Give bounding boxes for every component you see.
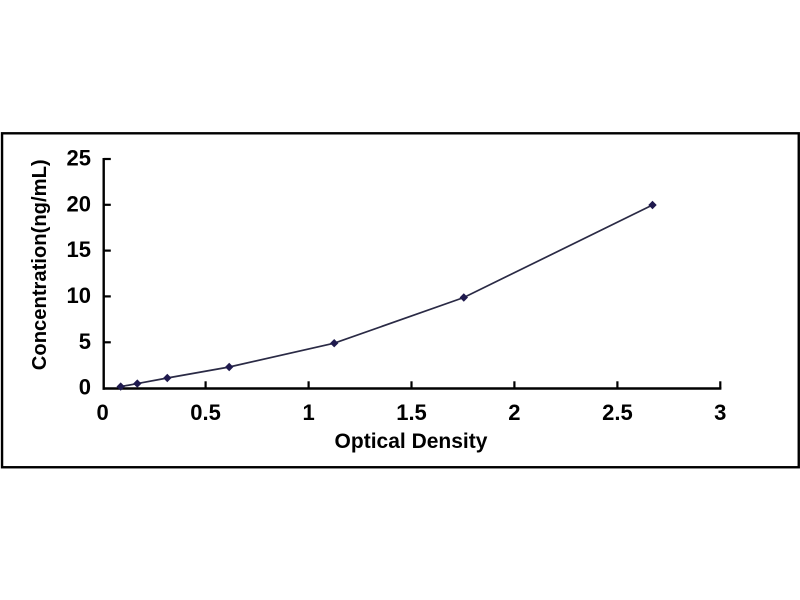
svg-text:1.5: 1.5 xyxy=(396,400,427,425)
svg-text:15: 15 xyxy=(67,237,91,262)
svg-text:0.5: 0.5 xyxy=(190,400,221,425)
svg-text:10: 10 xyxy=(67,283,91,308)
svg-text:3: 3 xyxy=(714,400,726,425)
svg-text:1: 1 xyxy=(302,400,314,425)
svg-text:2: 2 xyxy=(508,400,520,425)
svg-text:2.5: 2.5 xyxy=(602,400,633,425)
svg-text:25: 25 xyxy=(67,146,91,171)
svg-text:5: 5 xyxy=(79,329,91,354)
svg-text:0: 0 xyxy=(79,375,91,400)
svg-text:20: 20 xyxy=(67,191,91,216)
svg-text:Optical Density: Optical Density xyxy=(335,430,488,453)
svg-text:0: 0 xyxy=(96,400,108,425)
svg-text:Concentration(ng/mL): Concentration(ng/mL) xyxy=(29,159,51,370)
